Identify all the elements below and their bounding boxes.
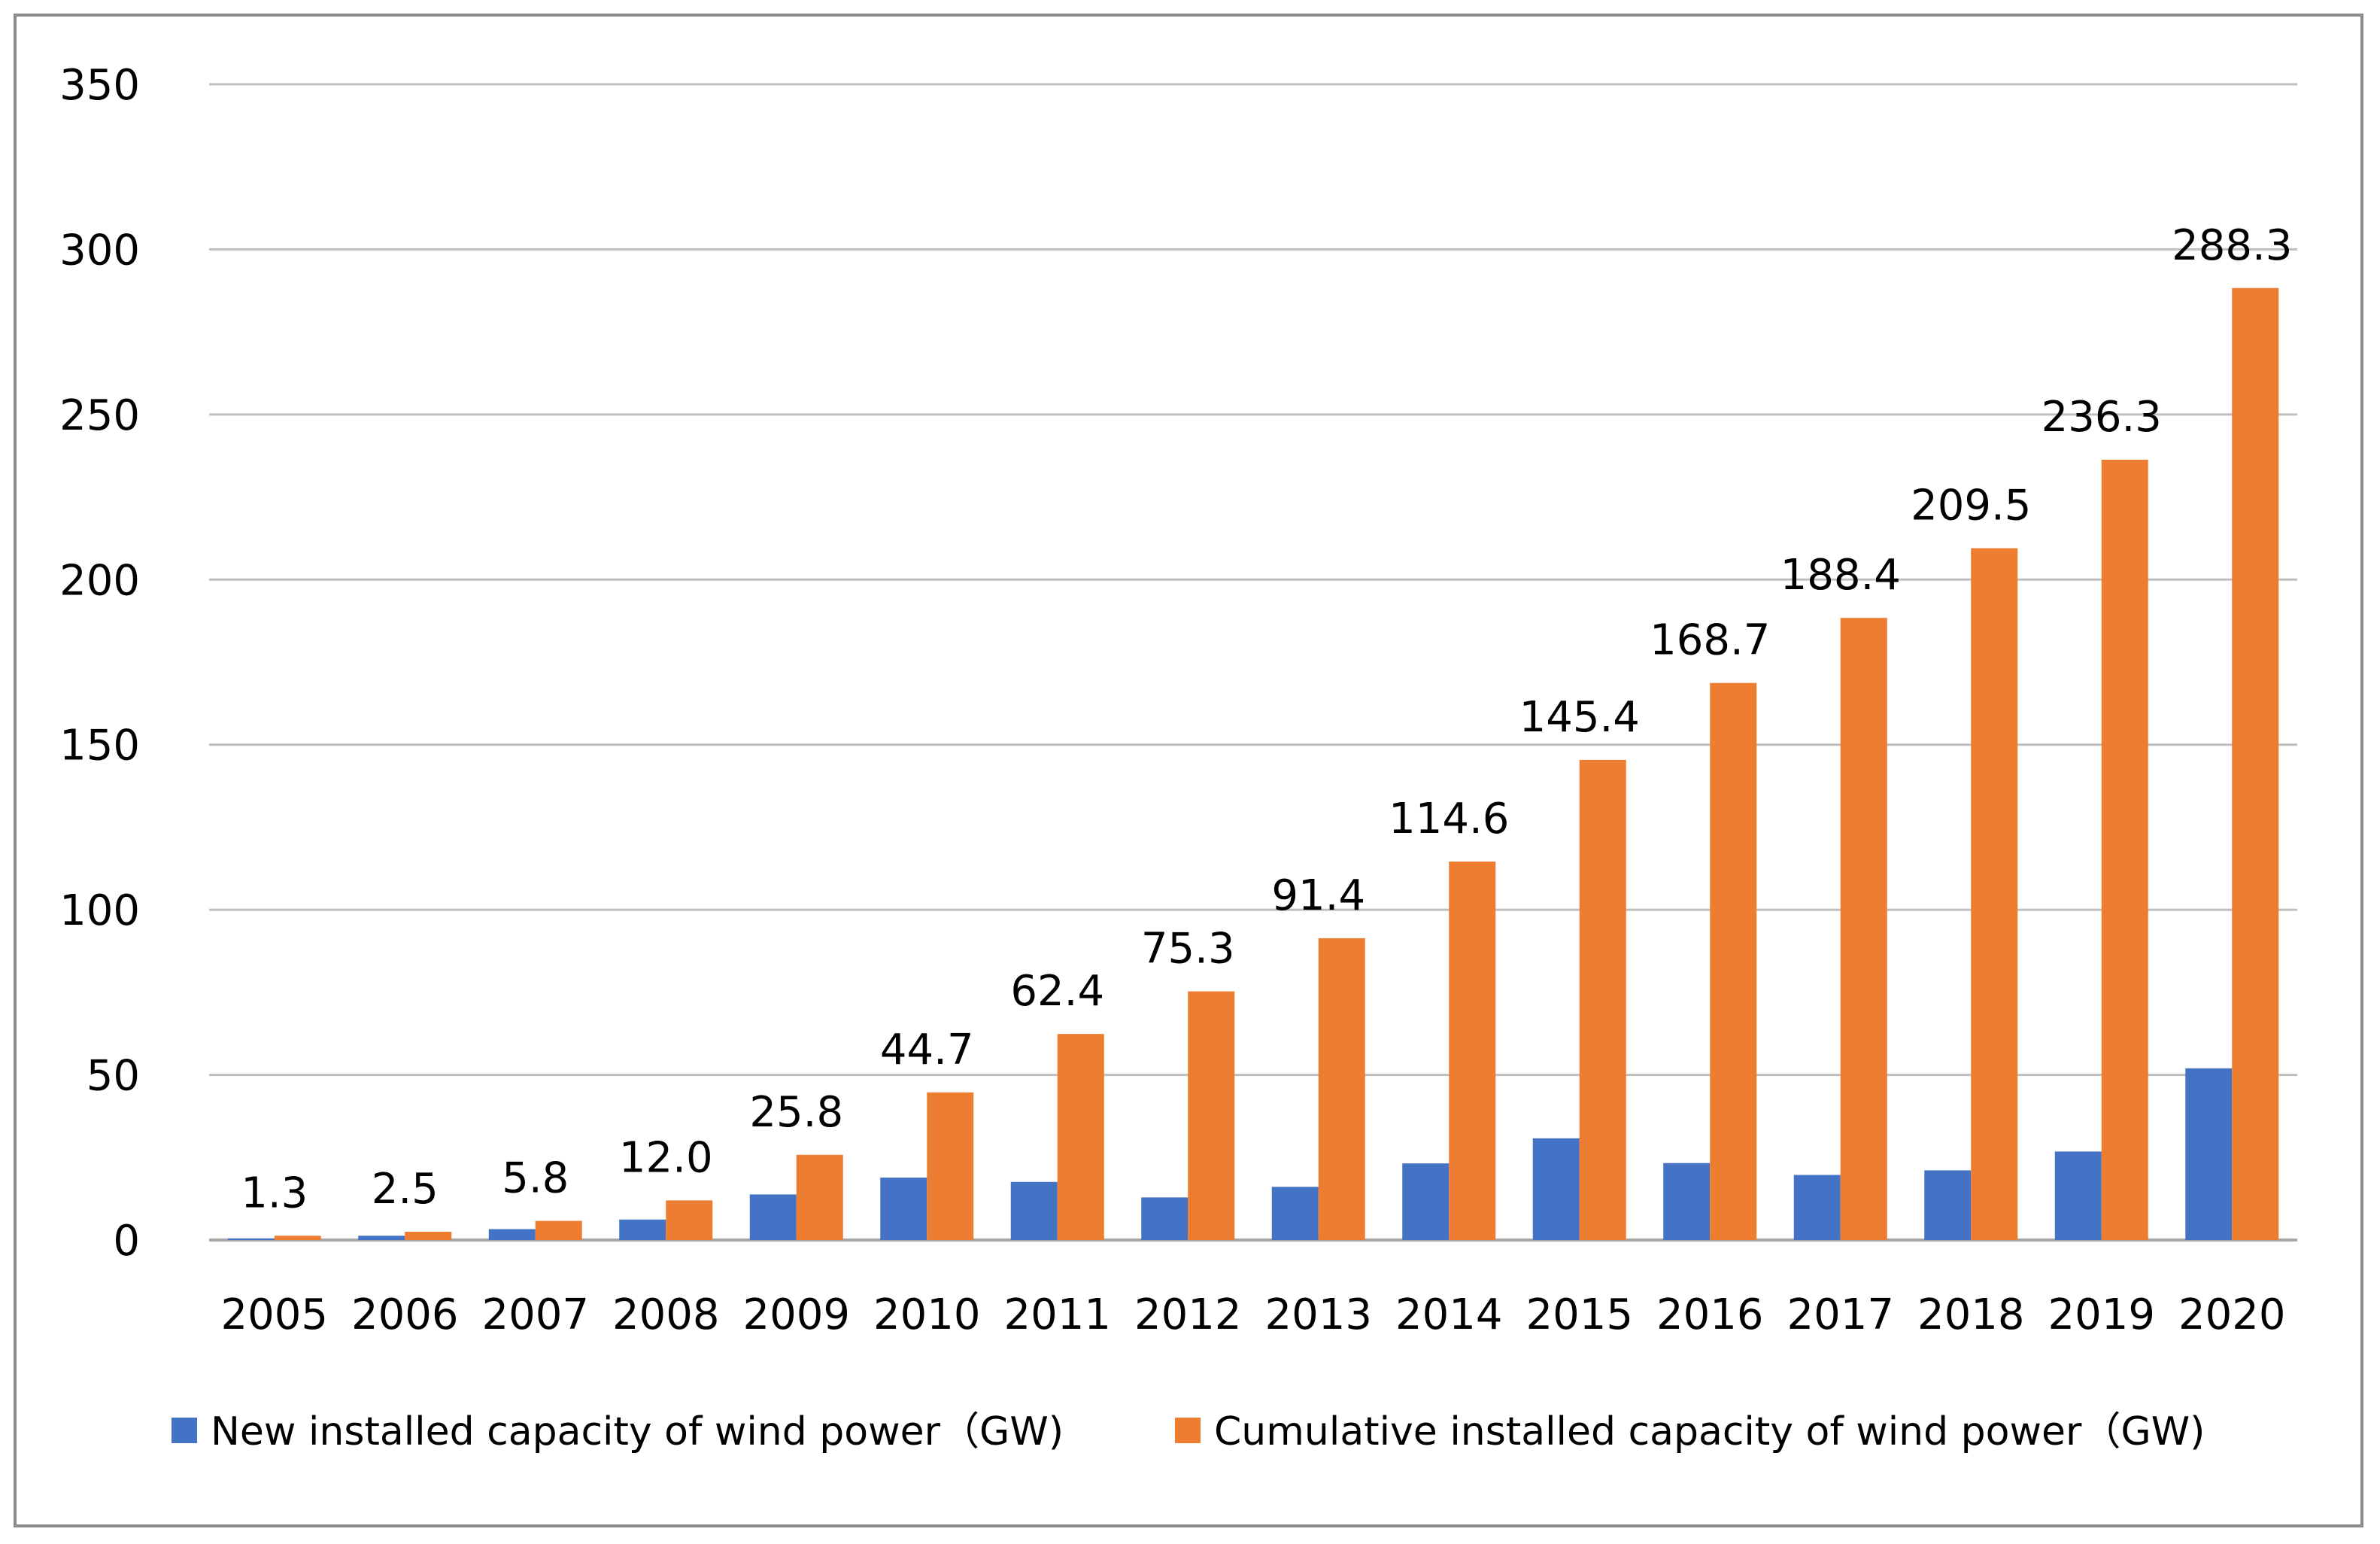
data-label-cumulative-2009: 25.8: [749, 1088, 843, 1137]
bar-cumulative-2007: [535, 1220, 582, 1240]
x-tick-label: 2012: [1134, 1290, 1242, 1339]
bar-new-installed-2016: [1663, 1163, 1711, 1240]
bar-cumulative-2012: [1188, 991, 1235, 1240]
data-label-cumulative-2016: 168.7: [1650, 616, 1770, 665]
bar-cumulative-2008: [666, 1200, 713, 1240]
data-label-cumulative-2015: 145.4: [1519, 693, 1640, 742]
x-tick-label: 2008: [612, 1290, 720, 1339]
x-tick-label: 2016: [1656, 1290, 1764, 1339]
data-label-cumulative-2013: 91.4: [1271, 871, 1365, 920]
bar-cumulative-2011: [1057, 1034, 1104, 1240]
y-tick-label: 100: [59, 886, 140, 935]
x-tick-label: 2015: [1525, 1290, 1633, 1339]
data-label-cumulative-2010: 44.7: [880, 1026, 974, 1074]
bar-new-installed-2011: [1010, 1181, 1058, 1240]
x-tick-label: 2009: [742, 1290, 850, 1339]
data-label-cumulative-2014: 114.6: [1389, 795, 1509, 843]
bar-cumulative-2005: [274, 1236, 321, 1240]
y-tick-label: 150: [59, 722, 140, 770]
legend-label-new-installed: New installed capacity of wind power（GW): [211, 1409, 1064, 1454]
bar-new-installed-2020: [2185, 1068, 2233, 1240]
x-tick-label: 2018: [1917, 1290, 2025, 1339]
bar-new-installed-2007: [488, 1229, 536, 1240]
data-label-cumulative-2020: 288.3: [2172, 221, 2292, 270]
bar-new-installed-2017: [1793, 1175, 1841, 1240]
y-tick-label: 350: [59, 61, 140, 110]
x-tick-label: 2017: [1787, 1290, 1894, 1339]
bar-cumulative-2010: [927, 1092, 974, 1240]
x-tick-label: 2019: [2048, 1290, 2155, 1339]
bar-new-installed-2015: [1532, 1138, 1580, 1240]
data-label-cumulative-2008: 12.0: [619, 1133, 713, 1182]
x-tick-label: 2010: [873, 1290, 981, 1339]
bar-cumulative-2017: [1840, 618, 1887, 1240]
data-label-cumulative-2017: 188.4: [1780, 551, 1901, 600]
x-tick-label: 2014: [1395, 1290, 1503, 1339]
x-tick-label: 2006: [351, 1290, 459, 1339]
data-label-cumulative-2019: 236.3: [2042, 393, 2162, 442]
bar-new-installed-2018: [1924, 1170, 1972, 1240]
x-tick-label: 2007: [481, 1290, 589, 1339]
bar-new-installed-2019: [2054, 1151, 2102, 1240]
bar-new-installed-2010: [880, 1178, 927, 1240]
data-label-cumulative-2012: 75.3: [1141, 925, 1235, 974]
bar-cumulative-2009: [796, 1154, 843, 1240]
bar-new-installed-2014: [1402, 1163, 1450, 1240]
y-tick-label: 200: [59, 556, 140, 605]
bar-new-installed-2012: [1141, 1197, 1188, 1240]
y-tick-label: 0: [113, 1217, 140, 1266]
bar-new-installed-2009: [749, 1194, 797, 1240]
bar-cumulative-2015: [1579, 759, 1626, 1240]
legend-label-cumulative: Cumulative installed capacity of wind po…: [1214, 1409, 2205, 1454]
y-tick-label: 50: [87, 1052, 140, 1101]
data-label-cumulative-2005: 1.3: [241, 1169, 308, 1217]
bar-cumulative-2006: [405, 1232, 452, 1240]
data-label-cumulative-2006: 2.5: [372, 1165, 439, 1214]
bar-cumulative-2013: [1318, 938, 1365, 1240]
legend-swatch-cumulative: [1175, 1418, 1201, 1443]
y-tick-label: 250: [59, 391, 140, 440]
bar-cumulative-2016: [1710, 682, 1757, 1240]
y-tick-label: 300: [59, 226, 140, 275]
bar-new-installed-2013: [1271, 1187, 1319, 1240]
bar-new-installed-2005: [227, 1238, 275, 1240]
bar-cumulative-2018: [1971, 548, 2018, 1240]
bar-cumulative-2014: [1449, 862, 1496, 1240]
x-tick-label: 2005: [220, 1290, 328, 1339]
bar-cumulative-2020: [2232, 287, 2279, 1240]
data-label-cumulative-2007: 5.8: [502, 1154, 569, 1203]
bar-cumulative-2019: [2101, 459, 2148, 1240]
x-tick-label: 2011: [1003, 1290, 1111, 1339]
legend-swatch-new-installed: [172, 1418, 197, 1443]
x-tick-label: 2013: [1264, 1290, 1372, 1339]
data-label-cumulative-2011: 62.4: [1010, 967, 1104, 1016]
bar-new-installed-2008: [619, 1219, 666, 1240]
x-tick-label: 2020: [2178, 1290, 2286, 1339]
bar-new-installed-2006: [358, 1236, 405, 1240]
data-label-cumulative-2018: 209.5: [1911, 482, 2031, 530]
